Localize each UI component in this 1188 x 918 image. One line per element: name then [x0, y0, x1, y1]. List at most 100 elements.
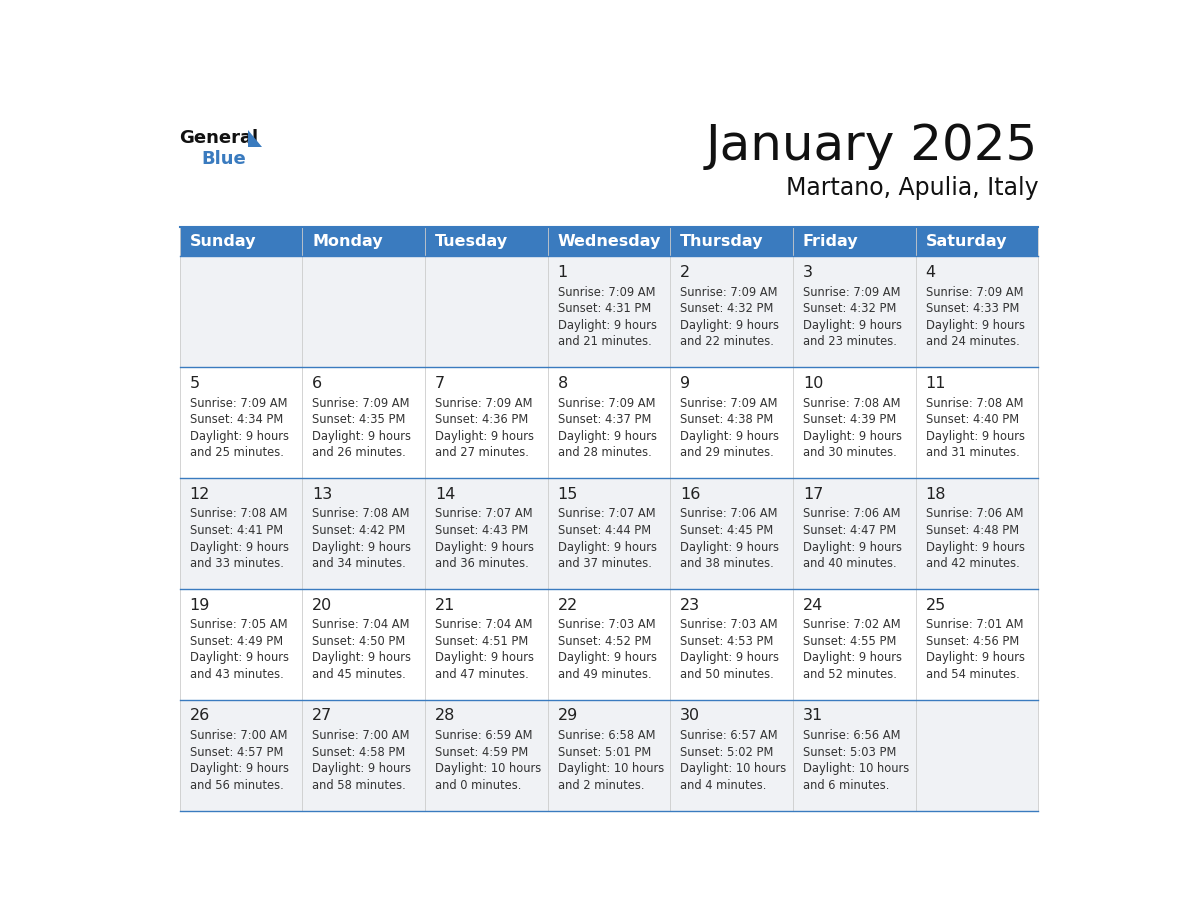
Text: and 43 minutes.: and 43 minutes. — [190, 668, 283, 681]
Text: Sunset: 4:33 PM: Sunset: 4:33 PM — [925, 302, 1019, 315]
Text: Sunset: 4:39 PM: Sunset: 4:39 PM — [803, 413, 896, 426]
Text: Sunrise: 7:06 AM: Sunrise: 7:06 AM — [681, 508, 778, 521]
Text: Sunrise: 7:06 AM: Sunrise: 7:06 AM — [925, 508, 1023, 521]
Text: Sunrise: 7:09 AM: Sunrise: 7:09 AM — [925, 285, 1023, 298]
Text: 27: 27 — [312, 709, 333, 723]
Text: 5: 5 — [190, 375, 200, 391]
Text: Daylight: 9 hours: Daylight: 9 hours — [312, 762, 411, 776]
Text: Sunrise: 7:06 AM: Sunrise: 7:06 AM — [803, 508, 901, 521]
Text: 19: 19 — [190, 598, 210, 612]
Text: Daylight: 9 hours: Daylight: 9 hours — [557, 319, 657, 331]
Text: 10: 10 — [803, 375, 823, 391]
Text: Friday: Friday — [803, 234, 859, 249]
Text: Daylight: 9 hours: Daylight: 9 hours — [803, 430, 902, 442]
Text: Sunrise: 7:03 AM: Sunrise: 7:03 AM — [557, 619, 656, 632]
Text: Sunrise: 7:09 AM: Sunrise: 7:09 AM — [803, 285, 901, 298]
Text: and 0 minutes.: and 0 minutes. — [435, 778, 522, 792]
Text: Daylight: 9 hours: Daylight: 9 hours — [435, 541, 533, 554]
Text: and 56 minutes.: and 56 minutes. — [190, 778, 283, 792]
Text: Sunrise: 7:09 AM: Sunrise: 7:09 AM — [681, 285, 778, 298]
Text: and 45 minutes.: and 45 minutes. — [312, 668, 406, 681]
Text: Sunrise: 7:08 AM: Sunrise: 7:08 AM — [312, 508, 410, 521]
Text: Sunset: 4:53 PM: Sunset: 4:53 PM — [681, 635, 773, 648]
Bar — [179, 478, 1038, 589]
Text: Sunset: 4:50 PM: Sunset: 4:50 PM — [312, 635, 405, 648]
Text: Daylight: 9 hours: Daylight: 9 hours — [190, 652, 289, 665]
Text: Sunrise: 7:09 AM: Sunrise: 7:09 AM — [435, 397, 532, 409]
Text: Blue: Blue — [201, 151, 246, 168]
Text: Daylight: 9 hours: Daylight: 9 hours — [681, 319, 779, 331]
Bar — [179, 256, 1038, 367]
Text: Sunset: 4:40 PM: Sunset: 4:40 PM — [925, 413, 1019, 426]
Text: Sunset: 4:57 PM: Sunset: 4:57 PM — [190, 745, 283, 759]
Text: Daylight: 9 hours: Daylight: 9 hours — [312, 541, 411, 554]
Text: Sunset: 4:34 PM: Sunset: 4:34 PM — [190, 413, 283, 426]
Bar — [179, 589, 1038, 700]
Text: Sunset: 5:01 PM: Sunset: 5:01 PM — [557, 745, 651, 759]
Text: Sunset: 4:51 PM: Sunset: 4:51 PM — [435, 635, 529, 648]
Text: 12: 12 — [190, 487, 210, 502]
Text: 2: 2 — [681, 265, 690, 280]
Text: Sunset: 4:58 PM: Sunset: 4:58 PM — [312, 745, 405, 759]
Text: Daylight: 9 hours: Daylight: 9 hours — [925, 430, 1024, 442]
Text: and 33 minutes.: and 33 minutes. — [190, 557, 284, 570]
Text: Sunrise: 7:09 AM: Sunrise: 7:09 AM — [190, 397, 287, 409]
Text: Sunrise: 6:58 AM: Sunrise: 6:58 AM — [557, 729, 655, 743]
Text: Sunset: 4:32 PM: Sunset: 4:32 PM — [681, 302, 773, 315]
Text: and 31 minutes.: and 31 minutes. — [925, 446, 1019, 459]
Text: 8: 8 — [557, 375, 568, 391]
Text: and 49 minutes.: and 49 minutes. — [557, 668, 651, 681]
Text: and 29 minutes.: and 29 minutes. — [681, 446, 775, 459]
Text: 28: 28 — [435, 709, 455, 723]
Text: Daylight: 9 hours: Daylight: 9 hours — [681, 541, 779, 554]
Text: Daylight: 9 hours: Daylight: 9 hours — [190, 430, 289, 442]
Text: Sunset: 4:32 PM: Sunset: 4:32 PM — [803, 302, 896, 315]
Text: Sunrise: 7:03 AM: Sunrise: 7:03 AM — [681, 619, 778, 632]
Text: Sunrise: 6:59 AM: Sunrise: 6:59 AM — [435, 729, 532, 743]
Text: and 37 minutes.: and 37 minutes. — [557, 557, 651, 570]
Text: and 38 minutes.: and 38 minutes. — [681, 557, 775, 570]
Text: 25: 25 — [925, 598, 946, 612]
Text: Sunset: 4:31 PM: Sunset: 4:31 PM — [557, 302, 651, 315]
Text: 26: 26 — [190, 709, 210, 723]
Bar — [179, 700, 1038, 811]
Text: 24: 24 — [803, 598, 823, 612]
Text: Sunrise: 7:02 AM: Sunrise: 7:02 AM — [803, 619, 901, 632]
Text: Daylight: 9 hours: Daylight: 9 hours — [803, 319, 902, 331]
Bar — [179, 367, 1038, 478]
Text: and 50 minutes.: and 50 minutes. — [681, 668, 775, 681]
Text: Daylight: 9 hours: Daylight: 9 hours — [557, 652, 657, 665]
Text: Daylight: 9 hours: Daylight: 9 hours — [435, 652, 533, 665]
Text: and 47 minutes.: and 47 minutes. — [435, 668, 529, 681]
Text: 30: 30 — [681, 709, 701, 723]
Text: and 2 minutes.: and 2 minutes. — [557, 778, 644, 792]
Text: 16: 16 — [681, 487, 701, 502]
Text: Daylight: 9 hours: Daylight: 9 hours — [925, 541, 1024, 554]
Text: Daylight: 10 hours: Daylight: 10 hours — [803, 762, 909, 776]
Text: Daylight: 9 hours: Daylight: 9 hours — [312, 652, 411, 665]
Text: Sunrise: 7:00 AM: Sunrise: 7:00 AM — [312, 729, 410, 743]
Text: and 40 minutes.: and 40 minutes. — [803, 557, 897, 570]
Text: Daylight: 10 hours: Daylight: 10 hours — [681, 762, 786, 776]
Text: Daylight: 9 hours: Daylight: 9 hours — [803, 652, 902, 665]
Bar — [179, 227, 1038, 256]
Text: Daylight: 9 hours: Daylight: 9 hours — [681, 652, 779, 665]
Text: Sunrise: 7:07 AM: Sunrise: 7:07 AM — [435, 508, 532, 521]
Text: and 27 minutes.: and 27 minutes. — [435, 446, 529, 459]
Text: 6: 6 — [312, 375, 322, 391]
Text: 18: 18 — [925, 487, 946, 502]
Text: 3: 3 — [803, 265, 813, 280]
Text: Sunrise: 7:09 AM: Sunrise: 7:09 AM — [681, 397, 778, 409]
Text: Sunrise: 7:07 AM: Sunrise: 7:07 AM — [557, 508, 656, 521]
Text: Tuesday: Tuesday — [435, 234, 508, 249]
Text: Sunset: 4:35 PM: Sunset: 4:35 PM — [312, 413, 405, 426]
Text: Sunset: 4:38 PM: Sunset: 4:38 PM — [681, 413, 773, 426]
Text: Daylight: 9 hours: Daylight: 9 hours — [557, 430, 657, 442]
Text: and 21 minutes.: and 21 minutes. — [557, 335, 651, 349]
Text: Sunrise: 7:04 AM: Sunrise: 7:04 AM — [435, 619, 532, 632]
Text: Daylight: 9 hours: Daylight: 9 hours — [803, 541, 902, 554]
Text: 7: 7 — [435, 375, 446, 391]
Text: Sunrise: 7:09 AM: Sunrise: 7:09 AM — [557, 397, 655, 409]
Text: Daylight: 10 hours: Daylight: 10 hours — [557, 762, 664, 776]
Text: 13: 13 — [312, 487, 333, 502]
